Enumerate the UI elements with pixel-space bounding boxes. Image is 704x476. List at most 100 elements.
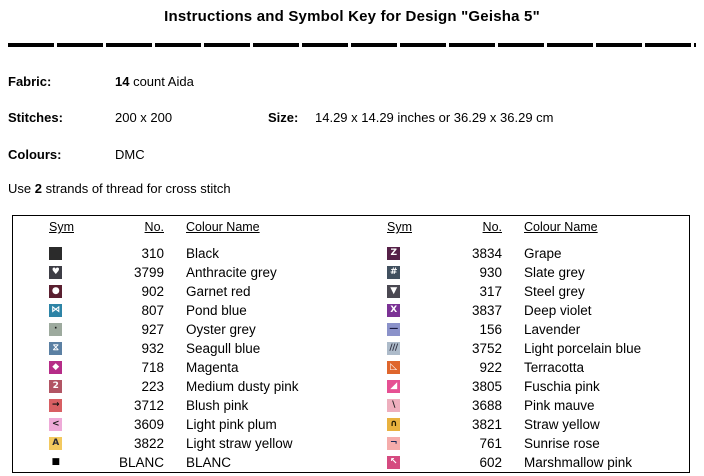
header-sym: Sym [387, 220, 412, 234]
page-title: Instructions and Symbol Key for Design "… [164, 8, 540, 25]
thread-number: 3609 [133, 417, 164, 432]
stitch-symbol-icon: \ [387, 399, 400, 412]
strands-prefix: Use [8, 181, 35, 196]
thread-number: BLANC [118, 455, 164, 470]
key-rows-right: Z 3834 Grape # 930 Slate grey ▼ 317 Stee… [351, 244, 689, 472]
stitch-symbol-icon: ∩ [387, 418, 400, 431]
colours-label: Colours: [8, 147, 62, 162]
colour-name: Seagull blue [186, 341, 261, 356]
colour-name: BLANC [186, 455, 232, 470]
stitch-symbol-icon: Z [387, 247, 400, 260]
key-header-row: Sym No. Colour Name [351, 216, 689, 244]
header-colour-name: Colour Name [186, 220, 260, 234]
key-row: ◺ 922 Terracotta [351, 358, 689, 377]
fabric-line: Fabric: 14 count Aida [8, 74, 194, 89]
symbol-cell: · [13, 323, 62, 336]
symbol-cell: < [13, 418, 62, 431]
stitch-symbol-icon: ♥ [49, 266, 62, 279]
key-row: 310 Black [13, 244, 351, 263]
colour-name: Blush pink [186, 398, 249, 413]
colour-name: Sunrise rose [524, 436, 600, 451]
symbol-cell: /// [351, 342, 400, 355]
key-row: — 156 Lavender [351, 320, 689, 339]
symbol-cell: ⧖ [13, 342, 62, 355]
key-row: ■ BLANC BLANC [13, 453, 351, 472]
fabric-value: 14 count Aida [115, 74, 194, 89]
symbol-cell: A [13, 437, 62, 450]
symbol-key-table: Sym No. Colour Name 310 Black ♥ 3799 Ant… [12, 215, 690, 473]
key-row: ◢ 3805 Fuschia pink [351, 377, 689, 396]
thread-number: 156 [479, 322, 502, 337]
colour-name: Light pink plum [186, 417, 277, 432]
key-row: · 927 Oyster grey [13, 320, 351, 339]
thread-number: 3834 [471, 246, 502, 261]
thread-number: 3805 [471, 379, 502, 394]
colour-name: Fuschia pink [524, 379, 600, 394]
symbol-cell: — [351, 323, 400, 336]
thread-number: 602 [479, 455, 502, 470]
symbol-cell: ♥ [13, 266, 62, 279]
colour-name: Magenta [186, 360, 239, 375]
symbol-cell [13, 247, 62, 260]
stitches-label: Stitches: [8, 110, 63, 125]
thread-number: 761 [479, 436, 502, 451]
fabric-count: 14 [115, 74, 130, 89]
colour-name: Slate grey [524, 265, 585, 280]
key-column-left: Sym No. Colour Name 310 Black ♥ 3799 Ant… [13, 216, 351, 472]
stitch-symbol-icon: /// [387, 342, 400, 355]
key-row: ● 902 Garnet red [13, 282, 351, 301]
colour-name: Grape [524, 246, 562, 261]
colour-name: Garnet red [186, 284, 251, 299]
header-colour-name: Colour Name [524, 220, 598, 234]
key-row: A 3822 Light straw yellow [13, 434, 351, 453]
thread-number: 807 [141, 303, 164, 318]
key-row: ▼ 317 Steel grey [351, 282, 689, 301]
thread-number: 3688 [471, 398, 502, 413]
key-row: 2 223 Medium dusty pink [13, 377, 351, 396]
colour-name: Terracotta [524, 360, 585, 375]
colour-name: Light porcelain blue [524, 341, 642, 356]
stitch-symbol-icon: — [387, 323, 400, 336]
thread-number: 3837 [471, 303, 502, 318]
thread-number: 902 [141, 284, 164, 299]
symbol-cell: \ [351, 399, 400, 412]
key-column-right: Sym No. Colour Name Z 3834 Grape # 930 S… [351, 216, 689, 472]
thread-number: 927 [141, 322, 164, 337]
key-row: ♥ 3799 Anthracite grey [13, 263, 351, 282]
symbol-cell: ■ [13, 456, 62, 469]
strands-note: Use 2 strands of thread for cross stitch [8, 181, 231, 196]
strands-count: 2 [34, 181, 42, 196]
key-row: # 930 Slate grey [351, 263, 689, 282]
thread-number: 3821 [471, 417, 502, 432]
symbol-cell: ◢ [351, 380, 400, 393]
stitch-symbol-icon [49, 247, 62, 260]
stitch-symbol-icon: ◺ [387, 361, 400, 374]
stitch-symbol-icon: ⋈ [49, 304, 62, 317]
key-header-row: Sym No. Colour Name [13, 216, 351, 244]
colour-name: Anthracite grey [186, 265, 277, 280]
key-row: /// 3752 Light porcelain blue [351, 339, 689, 358]
symbol-cell: ● [13, 285, 62, 298]
stitches-value: 200 x 200 [115, 110, 173, 125]
key-row: < 3609 Light pink plum [13, 415, 351, 434]
header-sym: Sym [49, 220, 74, 234]
symbol-cell: ∩ [351, 418, 400, 431]
key-row: ↖ 602 Marshmallow pink [351, 453, 689, 472]
symbol-cell: X [351, 304, 400, 317]
thread-number: 3799 [133, 265, 164, 280]
colour-name: Straw yellow [524, 417, 600, 432]
thread-number: 3822 [133, 436, 164, 451]
colour-name: Light straw yellow [186, 436, 293, 451]
thread-number: 310 [141, 246, 164, 261]
symbol-cell: ↖ [351, 456, 400, 469]
stitch-symbol-icon: ↖ [387, 456, 400, 469]
thread-number: 317 [479, 284, 502, 299]
key-row: ∩ 3821 Straw yellow [351, 415, 689, 434]
symbol-cell: → [13, 399, 62, 412]
stitch-symbol-icon: ▼ [387, 285, 400, 298]
size-value: 14.29 x 14.29 inches or 36.29 x 36.29 cm [315, 110, 554, 125]
colour-name: Deep violet [524, 303, 592, 318]
thread-number: 3712 [133, 398, 164, 413]
colour-name: Lavender [524, 322, 581, 337]
